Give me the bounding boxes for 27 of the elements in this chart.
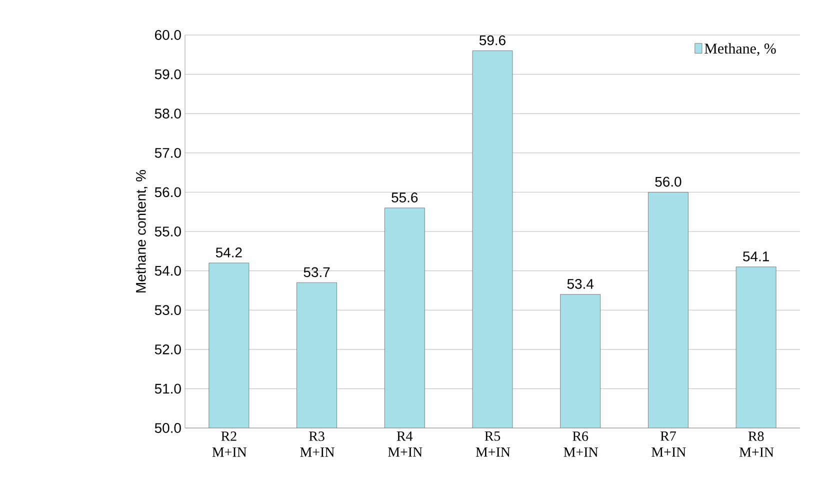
x-tick-label: R2 M+IN xyxy=(212,432,247,457)
y-tick-label: 50.0 xyxy=(154,423,181,433)
y-tick-label: 60.0 xyxy=(155,30,181,40)
data-label: 54.1 xyxy=(743,252,769,262)
x-tick-label: R3 M+IN xyxy=(300,432,334,457)
data-label: 59.6 xyxy=(479,35,506,46)
y-axis-title: Methane content, % xyxy=(136,170,148,292)
x-tick-label: R7 M+IN xyxy=(652,432,686,457)
y-tick-label: 55.0 xyxy=(154,226,181,236)
legend-label: Methane, % xyxy=(704,43,776,56)
x-tick-label: R5 M+IN xyxy=(476,432,510,457)
data-label: 53.4 xyxy=(567,278,594,289)
y-tick-label: 57.0 xyxy=(154,148,181,158)
data-label: 55.6 xyxy=(392,192,418,202)
x-tick-label: R8 M+IN xyxy=(739,432,774,457)
data-label: 56.0 xyxy=(655,176,682,187)
data-label: 54.2 xyxy=(216,248,242,258)
y-tick-label: 56.0 xyxy=(154,187,181,198)
data-label: 53.7 xyxy=(304,267,330,278)
y-tick-label: 54.0 xyxy=(154,266,181,276)
y-tick-label: 58.0 xyxy=(154,108,181,119)
x-tick-label: R6 M+IN xyxy=(564,432,598,457)
y-tick-label: 59.0 xyxy=(154,69,181,80)
x-tick-label: R4 M+IN xyxy=(388,432,422,457)
y-tick-label: 51.0 xyxy=(154,384,181,394)
y-tick-label: 52.0 xyxy=(154,344,181,354)
y-tick-label: 53.0 xyxy=(154,305,181,316)
